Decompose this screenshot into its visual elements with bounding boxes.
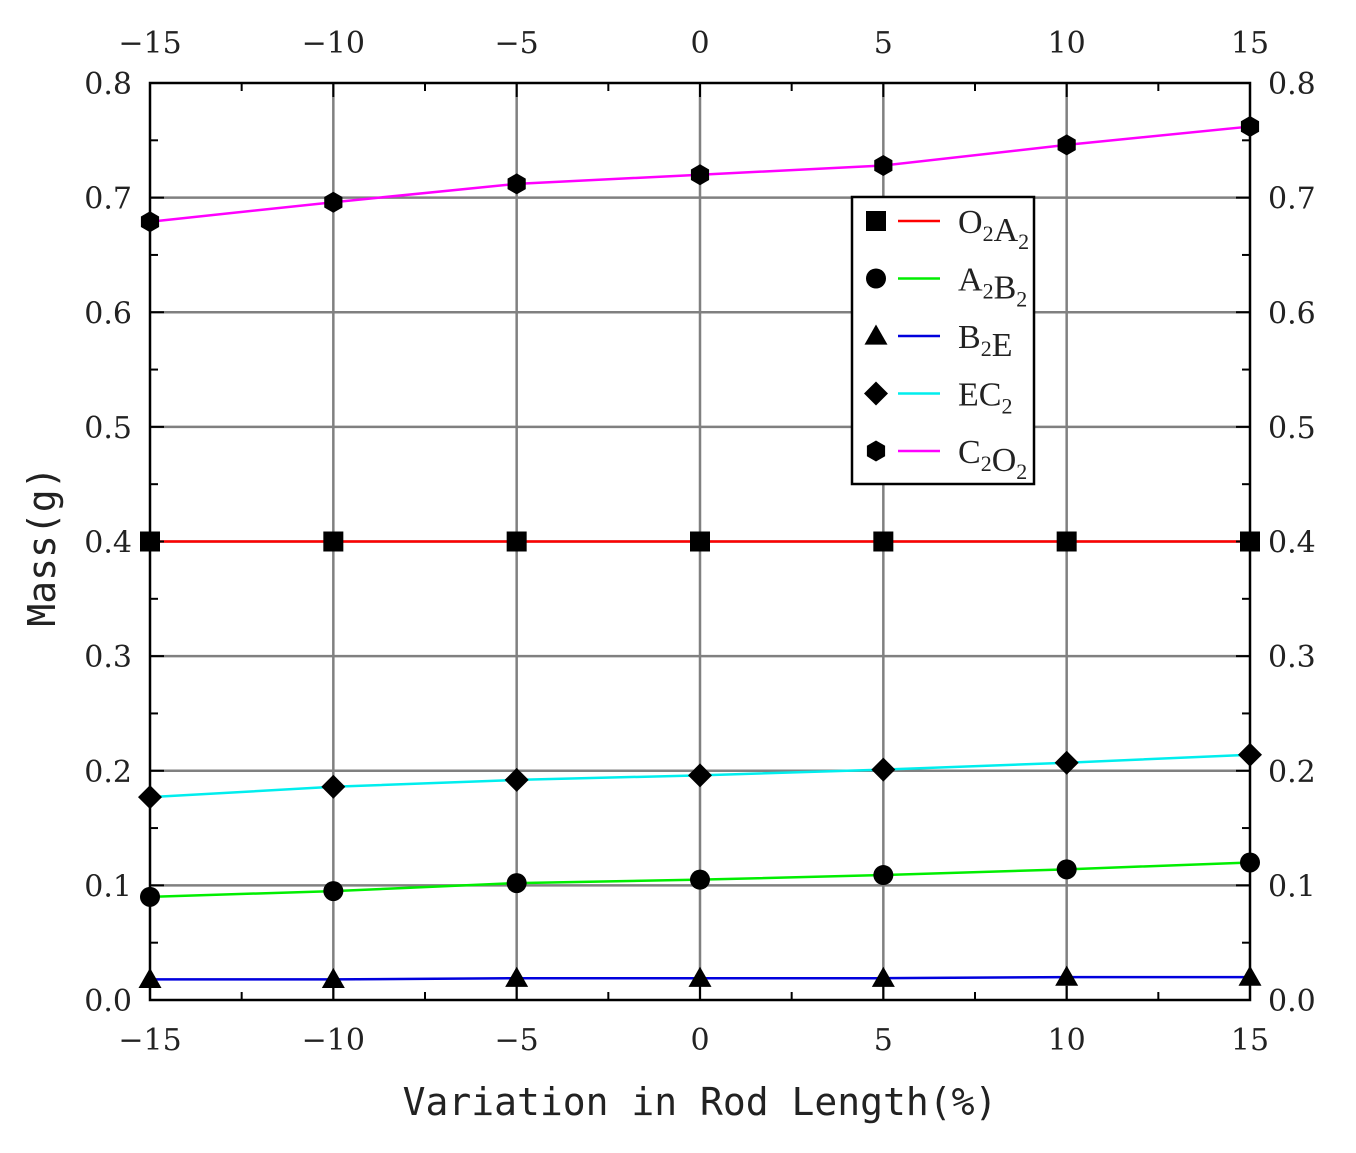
x-tick-label-top: 15: [1231, 26, 1269, 61]
data-point-ec2: [504, 767, 529, 792]
y-tick-label-left: 0.1: [84, 869, 132, 904]
x-tick-label-bottom: −5: [495, 1023, 539, 1058]
legend-label-subscript: 2: [981, 336, 992, 361]
legend-label-b2e: B2E: [958, 319, 1012, 364]
data-point-b2e: [871, 966, 895, 987]
x-tick-label-bottom: −15: [118, 1023, 181, 1058]
data-point-a2b2: [690, 869, 710, 890]
data-point-ec2: [688, 763, 712, 788]
y-tick-label-left: 0.7: [84, 182, 132, 217]
y-tick-label-right: 0.8: [1268, 67, 1316, 102]
data-point-c2o2: [874, 155, 893, 177]
data-point-b2e: [1055, 965, 1079, 986]
legend-label-subscript: 2: [983, 279, 994, 304]
x-tick-label-top: 5: [874, 26, 893, 61]
y-tick-label-right: 0.5: [1268, 411, 1316, 446]
data-point-a2b2: [506, 873, 527, 894]
y-tick-label-left: 0.5: [84, 411, 132, 446]
data-point-a2b2: [873, 865, 894, 886]
legend-label-subscript: 2: [983, 221, 994, 246]
y-tick-label-right: 0.1: [1268, 869, 1316, 904]
x-tick-label-top: −10: [302, 26, 365, 61]
legend-label-subscript: 2: [981, 451, 992, 476]
legend-label-part: EC: [958, 377, 1001, 414]
y-tick-label-left: 0.4: [84, 526, 132, 561]
y-tick-label-right: 0.4: [1268, 526, 1316, 561]
legend-marker-a2b2: [866, 268, 886, 289]
legend-label-part: B: [994, 270, 1017, 307]
x-axis-title: Variation in Rod Length(%): [403, 1080, 998, 1124]
legend-label-part: A: [994, 212, 1019, 249]
data-point-c2o2: [690, 164, 710, 186]
legend-label-part: C: [958, 434, 981, 471]
y-tick-label-left: 0.6: [84, 296, 132, 331]
y-tick-label-left: 0.8: [84, 67, 132, 102]
x-tick-label-bottom: 0: [690, 1023, 709, 1058]
data-point-b2e: [321, 967, 345, 988]
data-point-ec2: [871, 757, 896, 782]
tick-labels: −15 −15 −10 −10 −5 −5 0 0 5 5 10 10 15 15 0.0 0.0 0.1 0.1…: [84, 26, 1315, 1058]
data-point-c2o2: [324, 191, 343, 213]
y-tick-label-left: 0.3: [84, 640, 132, 675]
x-tick-label-bottom: 5: [874, 1023, 893, 1058]
y-tick-label-right: 0.3: [1268, 640, 1316, 675]
data-point-c2o2: [1057, 134, 1076, 156]
x-tick-label-bottom: 15: [1231, 1023, 1269, 1058]
legend-label-subscript: 2: [1016, 459, 1027, 484]
x-tick-label-top: −15: [118, 26, 181, 61]
y-tick-label-right: 0.7: [1268, 182, 1316, 217]
legend-label-subscript: 2: [1001, 394, 1012, 419]
legend-box: [850, 195, 1036, 486]
legend-marker-ec2: [864, 381, 888, 406]
x-tick-label-top: −5: [495, 26, 539, 61]
data-point-a2b2: [1056, 859, 1077, 880]
legend-label-subscript: 2: [1016, 287, 1027, 312]
data-point-c2o2: [507, 173, 526, 195]
y-tick-label-left: 0.0: [84, 984, 132, 1019]
legend-marker-c2o2: [866, 440, 886, 462]
data-point-o2a2: [323, 531, 344, 552]
data-point-b2e: [688, 966, 712, 987]
data-point-ec2: [1054, 750, 1079, 775]
data-point-o2a2: [873, 531, 894, 552]
data-point-b2e: [505, 966, 529, 987]
data-point-o2a2: [690, 531, 710, 552]
legend-label-c2o2: C2O2: [958, 434, 1027, 484]
x-tick-label-top: 10: [1048, 26, 1086, 61]
y-tick-label-right: 0.2: [1268, 755, 1316, 790]
y-axis-title: Mass(g): [20, 466, 64, 626]
y-tick-label-right: 0.6: [1268, 296, 1316, 331]
data-point-o2a2: [1056, 531, 1077, 552]
x-tick-label-bottom: −10: [302, 1023, 365, 1058]
y-tick-label-left: 0.2: [84, 755, 132, 790]
data-point-a2b2: [323, 881, 344, 902]
legend-label-subscript: 2: [1018, 229, 1029, 254]
data-point-o2a2: [506, 531, 527, 552]
x-tick-label-top: 0: [690, 26, 709, 61]
legend-marker-o2a2: [866, 211, 886, 231]
data-point-ec2: [321, 774, 346, 799]
legend-label-o2a2: O2A2: [958, 204, 1029, 254]
ticks: [149, 82, 1251, 1001]
x-tick-label-bottom: 10: [1048, 1023, 1086, 1058]
y-tick-label-right: 0.0: [1268, 984, 1316, 1019]
legend-label-ec2: EC2: [958, 377, 1012, 419]
legend-label-a2b2: A2B2: [958, 262, 1027, 312]
legend-label-part: O: [958, 204, 983, 241]
legend-label-part: B: [958, 319, 981, 356]
legend-label-part: A: [958, 262, 983, 299]
legend-label-part: O: [992, 442, 1017, 479]
legend-marker-b2e: [864, 324, 888, 345]
legend-label-part: E: [992, 327, 1013, 364]
